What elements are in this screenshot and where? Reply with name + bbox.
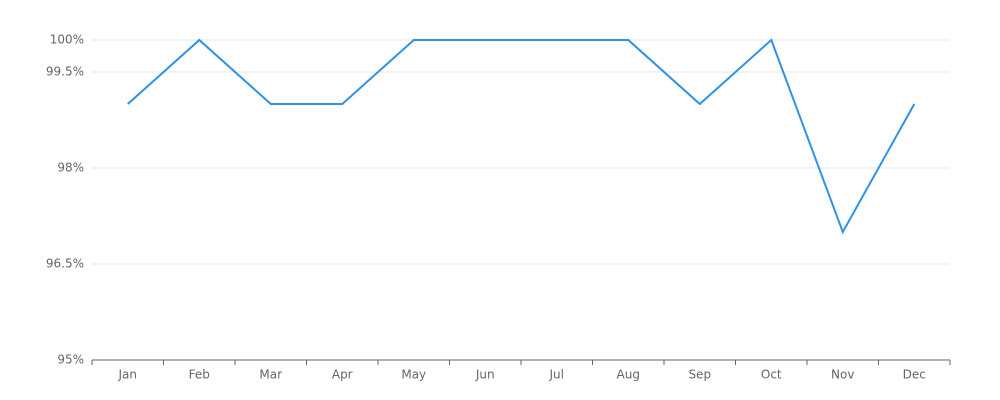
x-tick-label: Mar (259, 368, 282, 382)
x-tick-label: Oct (761, 368, 782, 382)
x-tick-label: Jun (475, 368, 495, 382)
data-line (127, 38, 916, 235)
x-tick-label: Nov (831, 368, 854, 382)
x-tick-label: Aug (617, 368, 640, 382)
x-tick-label: Jul (549, 368, 564, 382)
x-tick-label: Jan (118, 368, 138, 382)
x-tick-label: Sep (688, 368, 711, 382)
y-tick-label: 100% (50, 33, 84, 47)
x-tick-label: May (401, 368, 426, 382)
x-tick-label: Feb (189, 368, 210, 382)
y-tick-label: 99.5% (46, 65, 84, 79)
x-tick-label: Dec (903, 368, 926, 382)
y-tick-label: 98% (57, 161, 84, 175)
x-tick-label: Apr (332, 368, 353, 382)
y-tick-label: 95% (57, 353, 84, 367)
y-tick-label: 96.5% (46, 257, 84, 271)
